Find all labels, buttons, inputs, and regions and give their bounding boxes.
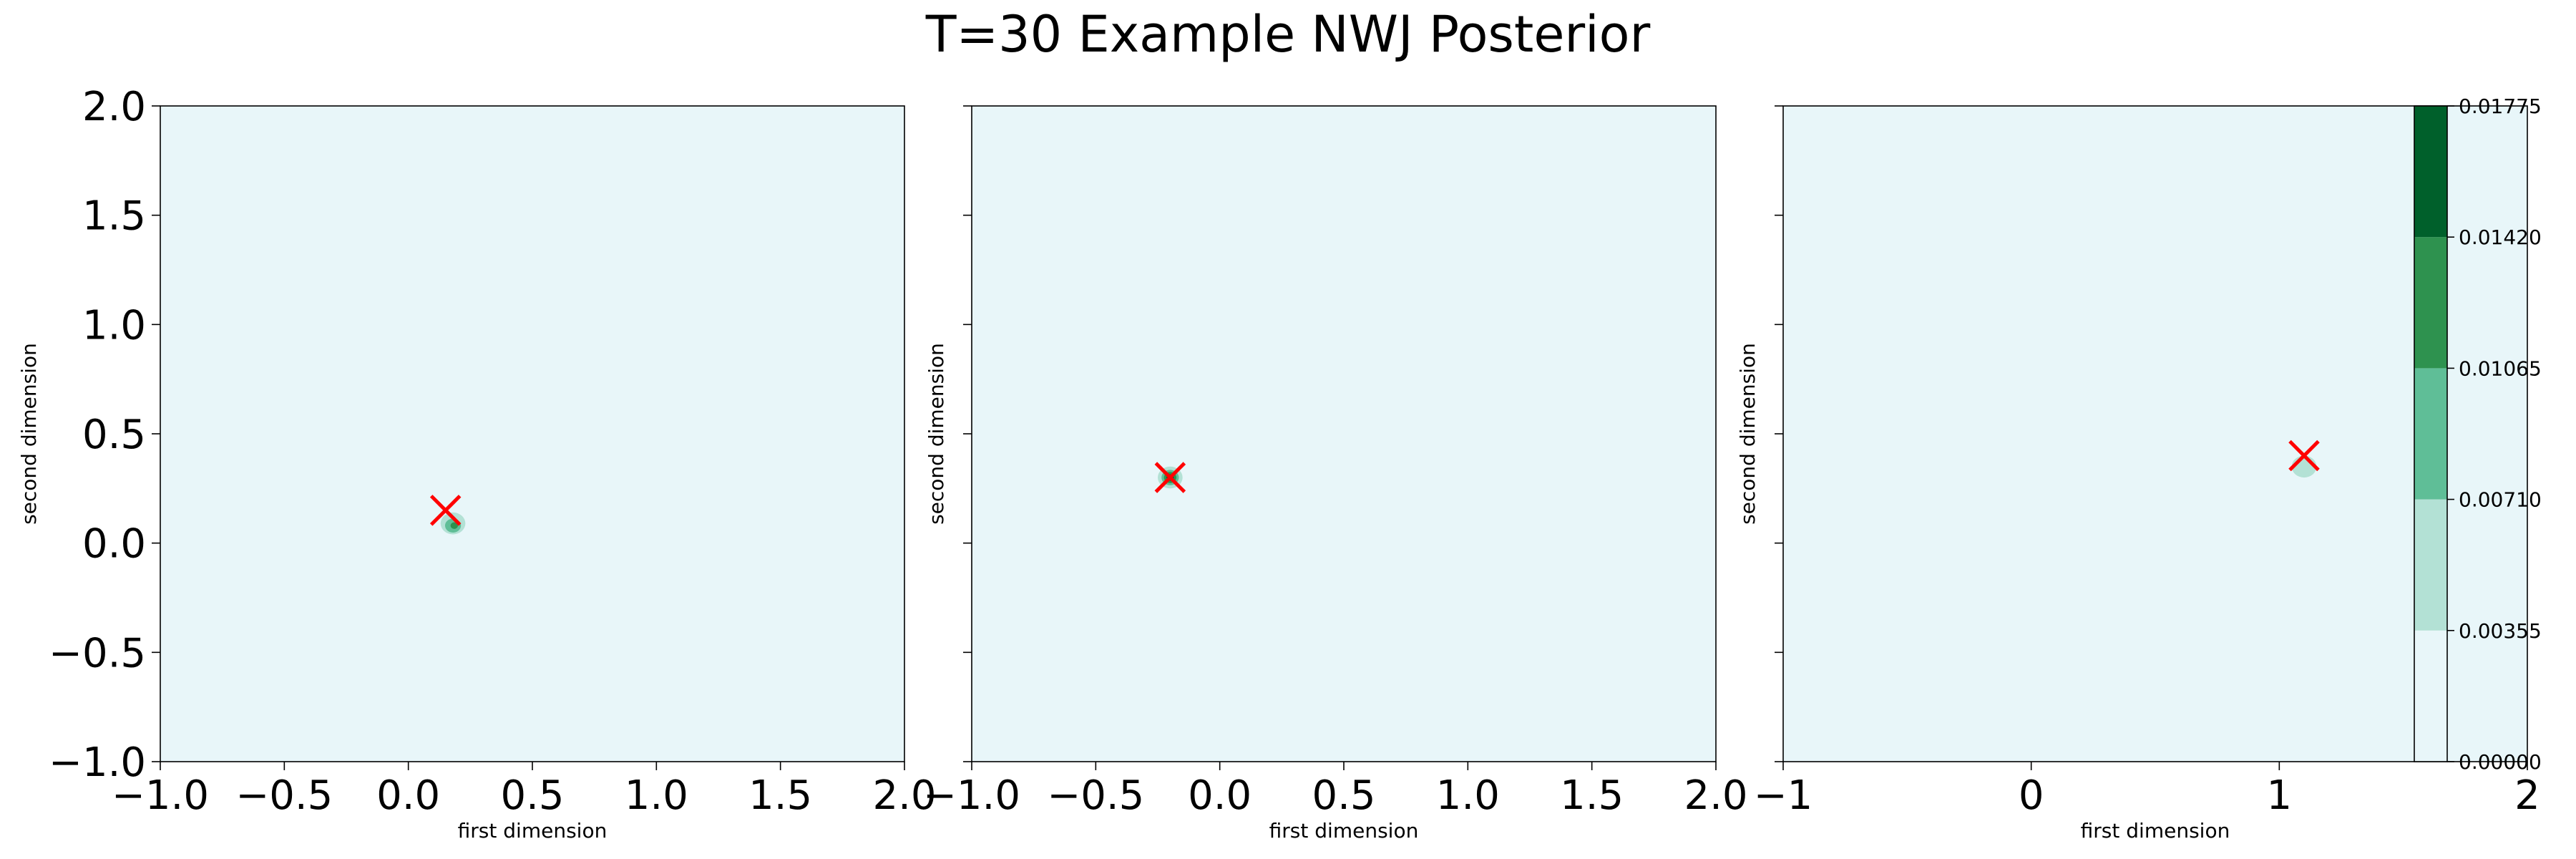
y-axis-label: second dimension [17, 343, 41, 525]
colorbar-tick-label: 0.00355 [2459, 619, 2542, 643]
x-tick-label: 0.5 [1312, 772, 1375, 819]
colorbar-tick-label: 0.01420 [2459, 225, 2542, 249]
colorbar: 0.00000 0.00355 0.00710 0.01065 0.01420 0.017… [2414, 94, 2542, 774]
colorbar-tick-label: 0.01775 [2459, 94, 2542, 118]
contour-region [450, 522, 458, 529]
x-tick-label: −1 [1754, 772, 1813, 819]
y-tick-label: 0.0 [82, 521, 146, 568]
x-tick-label: −0.5 [1047, 772, 1144, 819]
x-axis-label: first dimension [458, 819, 608, 843]
x-tick-label: −0.5 [235, 772, 333, 819]
x-tick-label: 0.0 [376, 772, 440, 819]
colorbar-segment [2414, 237, 2447, 369]
y-tick-label: 1.5 [82, 193, 146, 240]
x-tick-label: 1 [2267, 772, 2293, 819]
colorbar-frame [2414, 105, 2448, 762]
y-tick-label: −1.0 [49, 739, 146, 786]
colorbar-segment [2414, 368, 2447, 500]
colorbar-segment [2414, 630, 2447, 762]
contour-background [160, 106, 904, 762]
x-tick-label: 2.0 [1684, 772, 1747, 819]
colorbar-tick-label: 0.00000 [2459, 750, 2542, 774]
true-parameter-marker [429, 495, 462, 526]
colorbar-segment [2414, 499, 2447, 631]
contour-background [972, 106, 1716, 762]
colorbar-segment [2414, 106, 2447, 238]
y-tick-label: −0.5 [49, 630, 146, 676]
x-tick-label: −1.0 [112, 772, 209, 819]
x-tick-label: 2.0 [872, 772, 936, 819]
x-axis-label: first dimension [2081, 819, 2230, 843]
panel-1: −1.0 −0.5 0.0 0.5 1.0 1.5 2.0 −1.0 −0.5 0.0 0.5 1.0… [17, 84, 937, 843]
x-tick-label: 0.0 [1188, 772, 1252, 819]
x-tick-label: 1.5 [748, 772, 812, 819]
colorbar-tick-label: 0.00710 [2459, 488, 2542, 512]
true-parameter-marker [2288, 440, 2320, 472]
x-tick-label: 1.0 [1436, 772, 1500, 819]
x-tick-label: −1.0 [923, 772, 1020, 819]
x-tick-label: 1.0 [625, 772, 688, 819]
panel-3: −1 0 1 2 first dimension second dimension [1736, 105, 2540, 843]
x-tick-label: 0.5 [500, 772, 564, 819]
y-axis-label: second dimension [1736, 343, 1760, 525]
x-tick-label: 2 [2514, 772, 2540, 819]
panels: −1.0 −0.5 0.0 0.5 1.0 1.5 2.0−1.0−0.50.00.51.0… [17, 84, 2540, 843]
y-tick-label: 2.0 [82, 84, 146, 130]
colorbar-tick-label: 0.01065 [2459, 356, 2542, 380]
panel-2: −1.0 −0.5 0.0 0.5 1.0 1.5 2.0 first dimension se… [923, 105, 1748, 843]
true-parameter-marker [1154, 462, 1186, 493]
x-tick-label: 1.5 [1560, 772, 1624, 819]
chart-title: T=30 Example NWJ Posterior [925, 5, 1651, 64]
x-tick-label: 0 [2019, 772, 2044, 819]
y-tick-label: 0.5 [82, 412, 146, 458]
y-tick-label: 1.0 [82, 302, 146, 349]
y-axis-label: second dimension [924, 343, 948, 525]
contour-background [1783, 106, 2527, 762]
x-axis-label: first dimension [1269, 819, 1419, 843]
